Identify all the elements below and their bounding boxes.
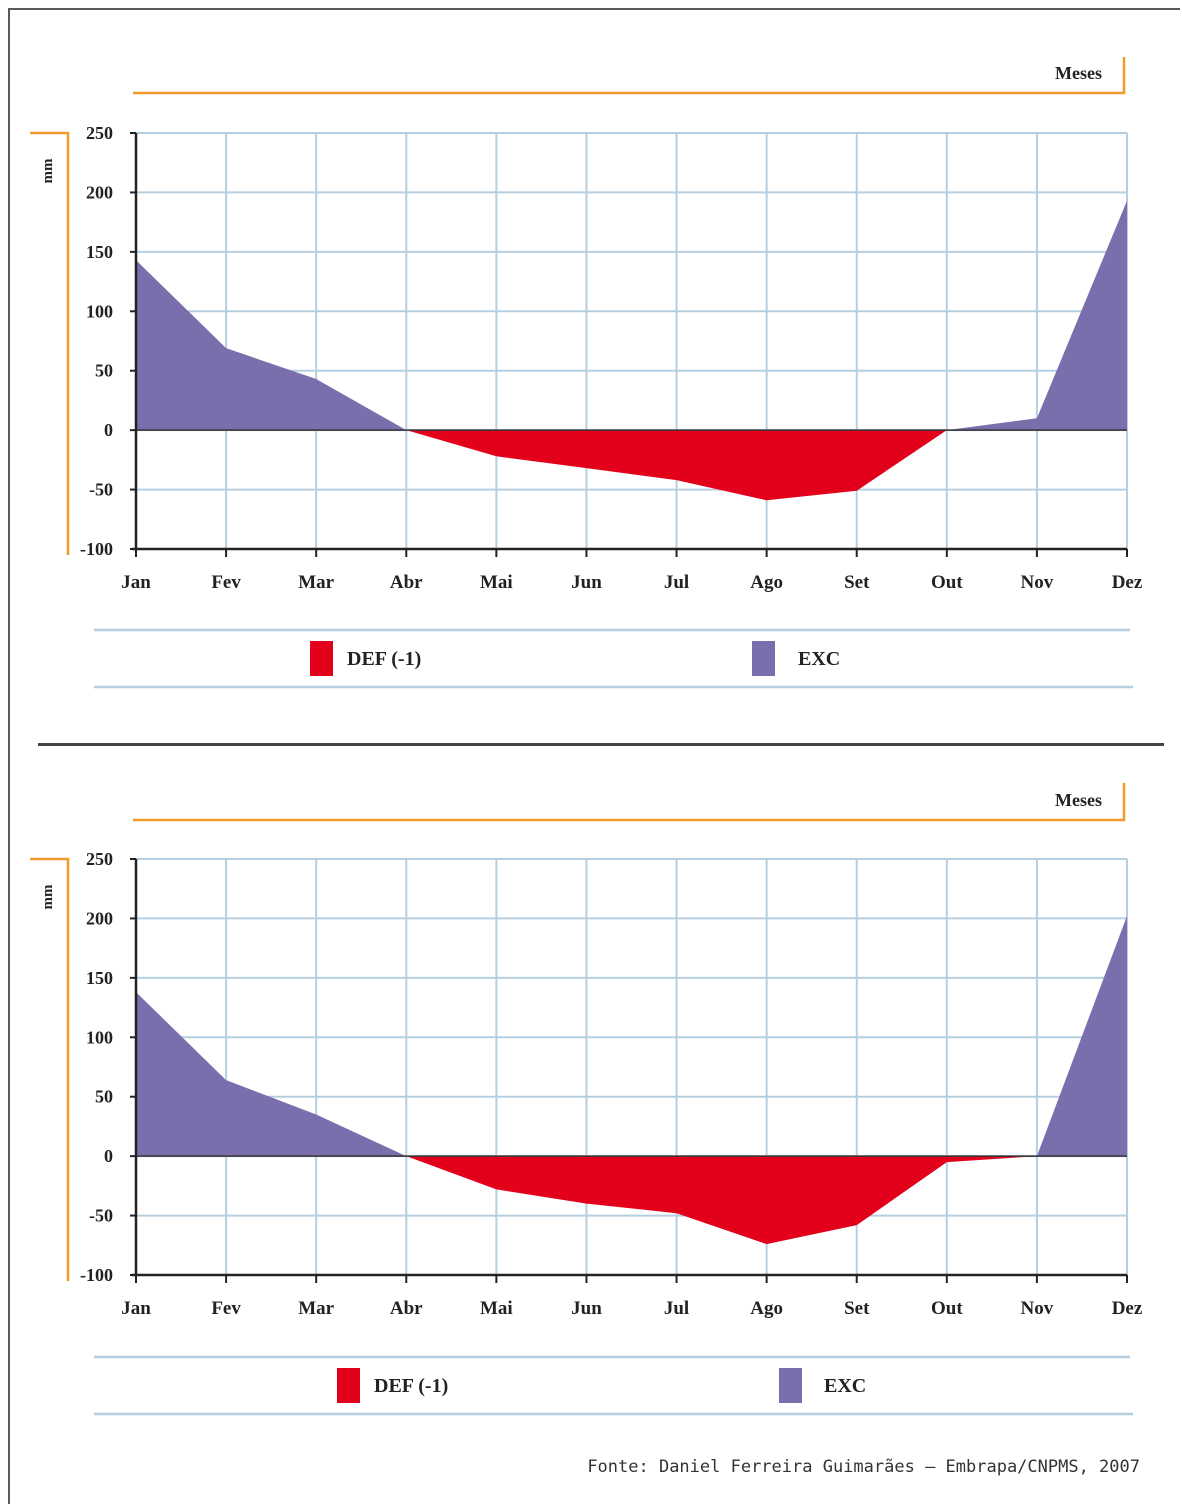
x-tick-label: Dez xyxy=(1112,572,1143,593)
legend-label-def: DEF (-1) xyxy=(374,1375,448,1397)
x-tick-label: Jun xyxy=(571,572,602,593)
x-tick-label: Jun xyxy=(571,1298,602,1319)
legend-label-def: DEF (-1) xyxy=(347,648,421,670)
x-tick-label: Ago xyxy=(750,572,783,593)
x-tick-label: Nov xyxy=(1021,1298,1054,1319)
water-balance-chart-1: Meses mm 250 200 150 100 50 0 -50 -100 Jan Fev Mar Ab… xyxy=(30,57,1143,689)
x-axis-title-bracket xyxy=(133,783,1126,822)
x-tick-label: Out xyxy=(931,572,963,593)
x-tick-label: Set xyxy=(844,1298,870,1319)
y-tick-label: 100 xyxy=(86,301,113,321)
legend-label-exc: EXC xyxy=(824,1375,866,1397)
source-caption: Fonte: Daniel Ferreira Guimarães – Embra… xyxy=(587,1457,1140,1477)
x-tick-label: Jul xyxy=(664,1298,689,1319)
y-tick-label: 150 xyxy=(86,242,113,262)
y-tick-label: -50 xyxy=(89,480,113,500)
y-tick-label: 0 xyxy=(104,420,113,440)
y-tick-label: 100 xyxy=(86,1027,113,1047)
y-tick-label: 0 xyxy=(104,1146,113,1166)
exc-area xyxy=(136,200,1127,431)
x-tick-label: Fev xyxy=(211,1298,241,1319)
x-tick-label: Set xyxy=(844,572,870,593)
y-tick-label: 250 xyxy=(86,123,113,143)
y-axis-title: mm xyxy=(40,884,56,909)
y-axis-title-bracket xyxy=(30,857,70,1281)
x-tick-label: Dez xyxy=(1112,1298,1143,1319)
x-tick-label: Jan xyxy=(121,572,151,593)
legend-swatch-exc xyxy=(779,1368,802,1403)
y-tick-label: 250 xyxy=(86,849,113,869)
y-tick-label: -50 xyxy=(89,1206,113,1226)
x-tick-label: Jan xyxy=(121,1298,151,1319)
x-tick-label: Ago xyxy=(750,1298,783,1319)
x-axis-title-bracket xyxy=(133,57,1126,95)
y-tick-label: 50 xyxy=(95,361,113,381)
x-axis-title: Meses xyxy=(1055,63,1102,83)
x-tick-label: Abr xyxy=(390,1298,423,1319)
x-tick-label: Mai xyxy=(480,1298,513,1319)
chart-divider xyxy=(38,743,1164,746)
y-tick-label: 200 xyxy=(86,908,113,928)
x-tick-label: Mai xyxy=(480,572,513,593)
legend-swatch-def xyxy=(310,641,333,676)
water-balance-chart-2: Meses mm 250 200 150 100 50 0 -50 -100 Jan Fev Mar Ab… xyxy=(30,783,1143,1416)
x-tick-label: Jul xyxy=(664,572,689,593)
y-axis-title: mm xyxy=(40,158,56,183)
y-tick-label: 50 xyxy=(95,1087,113,1107)
def-area xyxy=(136,1156,1127,1245)
y-tick-label: 150 xyxy=(86,968,113,988)
x-tick-label: Mar xyxy=(298,572,334,593)
y-tick-label: -100 xyxy=(80,1265,113,1285)
x-tick-label: Fev xyxy=(211,572,241,593)
legend-swatch-def xyxy=(337,1368,360,1403)
x-tick-label: Abr xyxy=(390,572,423,593)
x-tick-label: Mar xyxy=(298,1298,334,1319)
y-tick-label: 200 xyxy=(86,182,113,202)
legend-label-exc: EXC xyxy=(798,648,840,670)
x-tick-label: Out xyxy=(931,1298,963,1319)
def-area xyxy=(136,430,1127,501)
exc-area xyxy=(136,916,1127,1157)
legend-swatch-exc xyxy=(752,641,775,676)
x-axis-title: Meses xyxy=(1055,790,1102,810)
figure-frame xyxy=(8,8,1180,1504)
y-axis-title-bracket xyxy=(30,131,70,555)
x-tick-label: Nov xyxy=(1021,572,1054,593)
y-tick-label: -100 xyxy=(80,539,113,559)
